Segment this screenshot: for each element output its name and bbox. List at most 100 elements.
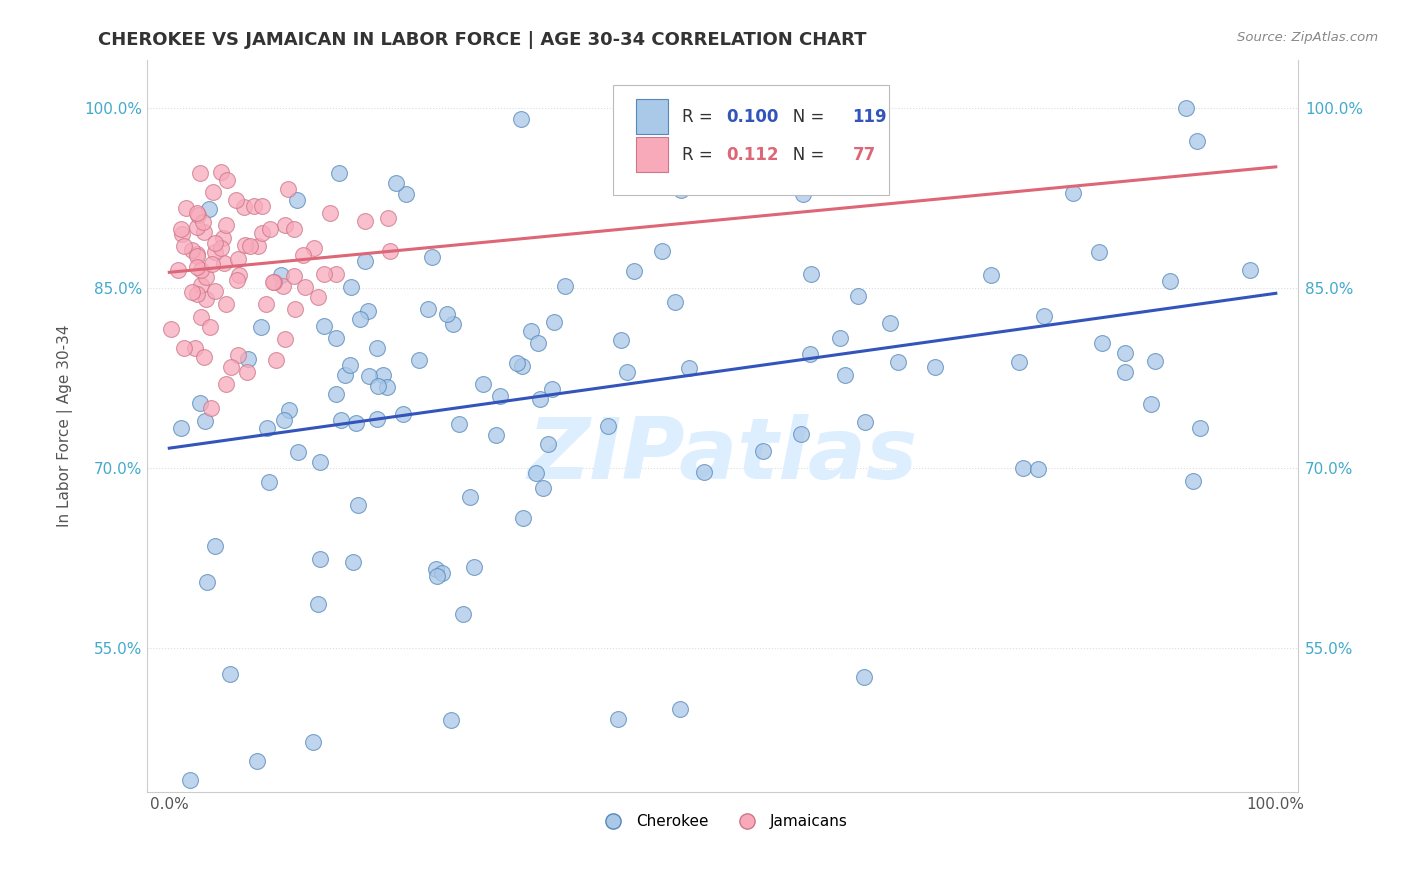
Point bbox=[664, 294, 686, 309]
Point bbox=[1239, 263, 1261, 277]
Point bbox=[347, 498, 370, 512]
Point bbox=[198, 319, 221, 334]
Point bbox=[510, 112, 533, 126]
Point bbox=[170, 227, 193, 241]
Point bbox=[408, 353, 430, 368]
Point bbox=[184, 341, 207, 355]
Point bbox=[830, 331, 852, 345]
Point bbox=[160, 322, 183, 336]
Point bbox=[1174, 101, 1197, 115]
Point bbox=[440, 714, 463, 728]
Point bbox=[1181, 474, 1204, 488]
Point bbox=[186, 205, 208, 219]
Point bbox=[792, 186, 814, 201]
Point bbox=[537, 437, 560, 451]
Point bbox=[246, 754, 269, 768]
Point bbox=[270, 268, 292, 282]
Point bbox=[204, 539, 226, 553]
Point bbox=[834, 368, 856, 383]
Point bbox=[325, 386, 347, 401]
Point bbox=[186, 247, 208, 261]
Point bbox=[692, 465, 714, 479]
Point bbox=[273, 218, 295, 232]
Point bbox=[212, 255, 235, 269]
Point bbox=[225, 273, 247, 287]
Point bbox=[471, 376, 494, 391]
Point bbox=[307, 597, 329, 611]
Point bbox=[200, 401, 222, 415]
Point bbox=[815, 162, 838, 177]
Point bbox=[375, 380, 398, 394]
Point bbox=[215, 218, 238, 232]
Point bbox=[610, 333, 633, 347]
Point bbox=[219, 667, 242, 681]
Point bbox=[357, 304, 380, 318]
Point bbox=[668, 702, 690, 716]
Point bbox=[651, 244, 673, 258]
Point bbox=[197, 574, 219, 589]
Text: CHEROKEE VS JAMAICAN IN LABOR FORCE | AGE 30-34 CORRELATION CHART: CHEROKEE VS JAMAICAN IN LABOR FORCE | AG… bbox=[98, 31, 868, 49]
Point bbox=[778, 166, 800, 180]
Point bbox=[799, 347, 821, 361]
Point bbox=[170, 222, 193, 236]
Point bbox=[623, 264, 645, 278]
Point bbox=[202, 185, 225, 199]
Point bbox=[825, 138, 848, 153]
Point bbox=[204, 235, 226, 250]
Point bbox=[887, 354, 910, 368]
Point bbox=[1139, 397, 1161, 411]
Point bbox=[606, 712, 628, 726]
Point bbox=[319, 206, 342, 220]
Point bbox=[180, 285, 202, 300]
Point bbox=[225, 193, 247, 207]
Text: N =: N = bbox=[776, 145, 830, 164]
Point bbox=[524, 467, 547, 481]
Text: 119: 119 bbox=[852, 108, 887, 126]
Point bbox=[170, 421, 193, 435]
Point bbox=[541, 382, 564, 396]
Point bbox=[1026, 462, 1049, 476]
Text: Source: ZipAtlas.com: Source: ZipAtlas.com bbox=[1237, 31, 1378, 45]
Point bbox=[420, 250, 443, 264]
Point bbox=[312, 267, 335, 281]
Point bbox=[384, 176, 406, 190]
Point bbox=[325, 331, 347, 345]
Point bbox=[458, 490, 481, 504]
Point bbox=[173, 238, 195, 252]
Point bbox=[436, 307, 458, 321]
Point bbox=[1185, 134, 1208, 148]
Point bbox=[751, 443, 773, 458]
Point bbox=[204, 285, 226, 299]
Point bbox=[187, 208, 209, 222]
Point bbox=[302, 735, 325, 749]
Point bbox=[186, 220, 208, 235]
Point bbox=[416, 302, 439, 317]
Point bbox=[283, 268, 305, 283]
Point bbox=[531, 481, 554, 495]
Point bbox=[426, 568, 449, 582]
Point bbox=[174, 201, 197, 215]
Point bbox=[283, 222, 305, 236]
Point bbox=[263, 275, 285, 289]
Point bbox=[179, 772, 201, 787]
Point bbox=[249, 320, 271, 334]
Point bbox=[254, 297, 277, 311]
Point bbox=[354, 253, 377, 268]
Point bbox=[309, 552, 332, 566]
Point bbox=[243, 199, 266, 213]
Point bbox=[1159, 274, 1181, 288]
Point bbox=[250, 199, 273, 213]
Point bbox=[1087, 245, 1109, 260]
Point bbox=[228, 268, 250, 282]
Point bbox=[371, 368, 394, 382]
Point bbox=[852, 670, 875, 684]
Point bbox=[198, 202, 221, 217]
Point bbox=[236, 365, 259, 379]
Point bbox=[226, 252, 249, 267]
Point bbox=[512, 511, 534, 525]
Point bbox=[1114, 366, 1136, 380]
Text: 0.112: 0.112 bbox=[725, 145, 779, 164]
Point bbox=[194, 270, 217, 285]
Point bbox=[194, 413, 217, 427]
Text: R =: R = bbox=[682, 145, 718, 164]
